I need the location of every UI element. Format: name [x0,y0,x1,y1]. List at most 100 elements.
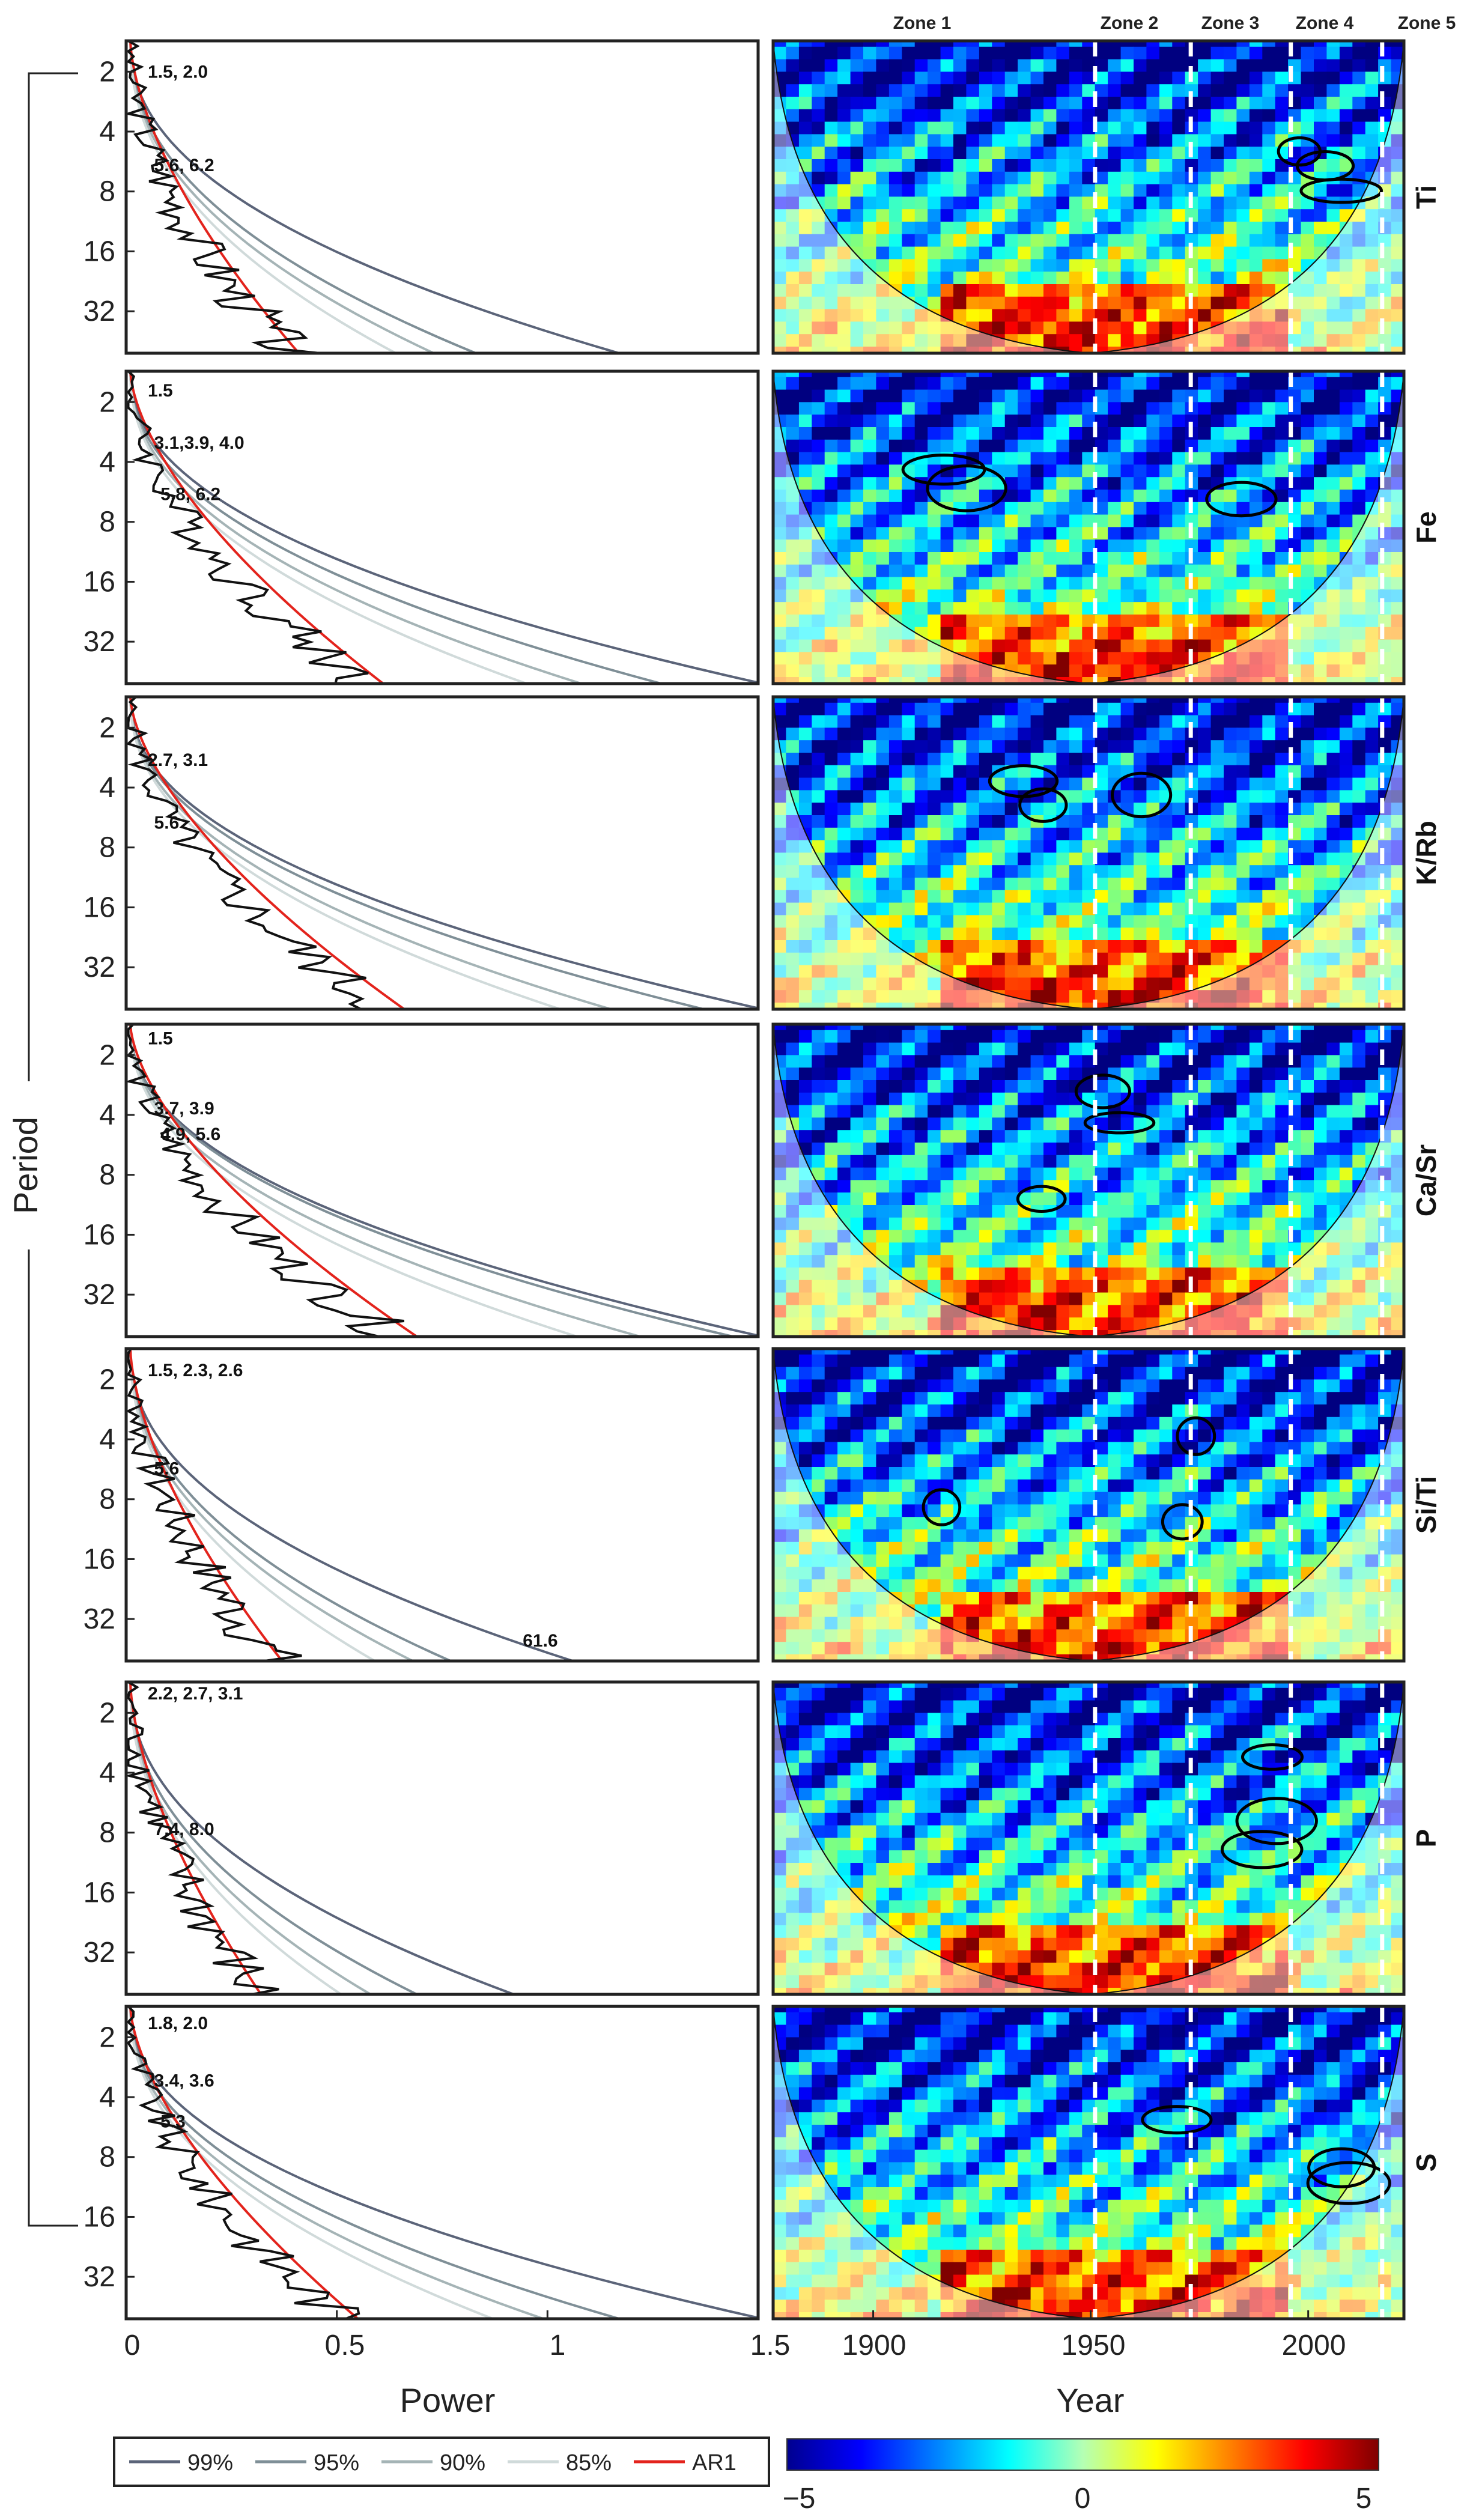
wavelet-cell [1043,827,1057,841]
wavelet-cell [940,652,954,666]
wavelet-cell [1275,121,1289,135]
wavelet-cell [773,928,787,941]
wavelet-cell [1159,952,1173,966]
wavelet-cell [1210,1230,1224,1243]
wavelet-cell [1120,134,1134,148]
wavelet-cell [876,664,890,678]
wavelet-cell [850,639,864,653]
wavelet-cell [1198,389,1212,403]
wavelet-cell [1069,715,1083,729]
wavelet-cell [992,697,1006,703]
wavelet-cell [1043,552,1057,565]
wavelet-cell [876,1230,890,1243]
wavelet-cell [837,1255,851,1269]
wavelet-cell [888,439,903,453]
wavelet-cell [902,977,916,991]
wavelet-cell [812,222,825,235]
wavelet-cell [940,527,954,541]
wavelet-cell [850,309,864,323]
wavelet-cell [1314,272,1328,285]
power-curves [126,697,758,1009]
wavelet-cell [1159,1042,1173,1056]
wavelet-cell [1134,777,1147,791]
wavelet-cell [876,1155,890,1168]
wavelet-cell [928,1003,941,1009]
wavelet-cell [1262,589,1276,603]
wavelet-cell [1339,790,1353,804]
wavelet-cell [1095,1143,1109,1156]
wavelet-cell [1030,209,1044,223]
wavelet-cell [940,840,954,854]
wavelet-cell [1120,702,1134,716]
wavelet-cell [1198,902,1212,916]
wavelet-cell [914,147,929,160]
wavelet-cell [1339,1180,1353,1194]
wavelet-cell [1030,1030,1044,1043]
wavelet-cell [1172,902,1186,916]
wavelet-cell [837,1105,851,1119]
wavelet-cell [953,1003,967,1009]
wavelet-cell [966,439,980,453]
wavelet-cell [979,753,993,766]
wavelet-cell [1069,740,1083,754]
wavelet-cell [837,502,851,515]
wavelet-cell [1056,777,1070,791]
wavelet-cell [888,389,903,403]
wavelet-cell [1198,1167,1212,1181]
wavelet-cell [979,803,993,816]
wavelet-cell [1352,928,1366,941]
wavelet-cell [966,1130,980,1144]
wavelet-cell [1365,702,1379,716]
wavelet-cell [940,134,954,148]
wavelet-cell [1275,664,1289,678]
wavelet-cell [876,552,890,565]
wavelet-cell [1030,134,1044,148]
wavelet-cell [812,490,825,503]
wavelet-cell [979,615,993,628]
wavelet-cell [1301,377,1314,390]
wavelet-cell [928,1080,941,1093]
wavelet-cell [850,439,864,453]
wavelet-cell [773,121,787,135]
wavelet-cell [1352,490,1366,503]
wavelet-cell [1043,1117,1057,1131]
wavelet-cell [914,1024,929,1031]
wavelet-cell [1134,196,1147,210]
wavelet-cell [1018,777,1031,791]
wavelet-cell [1314,727,1328,741]
wavelet-cell [1275,827,1289,841]
wavelet-cell [773,452,787,466]
wavelet-cell [1275,977,1289,991]
wavelet-cell [773,514,787,528]
wavelet-cell [1236,702,1250,716]
wavelet-cell [1159,452,1173,466]
wavelet-cell [1262,527,1276,541]
wavelet-cell [1134,589,1147,603]
wavelet-cell [1172,1155,1186,1168]
wavelet-cell [1172,777,1186,791]
wavelet-cell [1198,41,1212,47]
wavelet-cell [812,1067,825,1081]
wavelet-cell [850,1180,864,1194]
wavelet-cell [979,627,993,640]
wavelet-cell [1056,702,1070,716]
wavelet-cell [940,1167,954,1181]
wavelet-cell [1095,915,1109,929]
wavelet-cell [786,414,800,428]
wavelet-cell [1249,147,1263,160]
wavelet-cell [1339,977,1353,991]
wavelet-cell [1262,840,1276,854]
wavelet-cell [1043,159,1057,172]
wavelet-cell [773,1143,787,1156]
wavelet-cell [928,1205,941,1218]
wavelet-cell [1043,852,1057,866]
wavelet-cell [1159,727,1173,741]
wavelet-cell [940,1205,954,1218]
wavelet-cell [850,803,864,816]
wavelet-cell [1391,727,1404,741]
wavelet-cell [966,309,980,323]
wavelet-cell [953,677,967,684]
wavelet-cell [1043,539,1057,553]
wavelet-cell [940,664,954,678]
wavelet-cell [1391,589,1404,603]
